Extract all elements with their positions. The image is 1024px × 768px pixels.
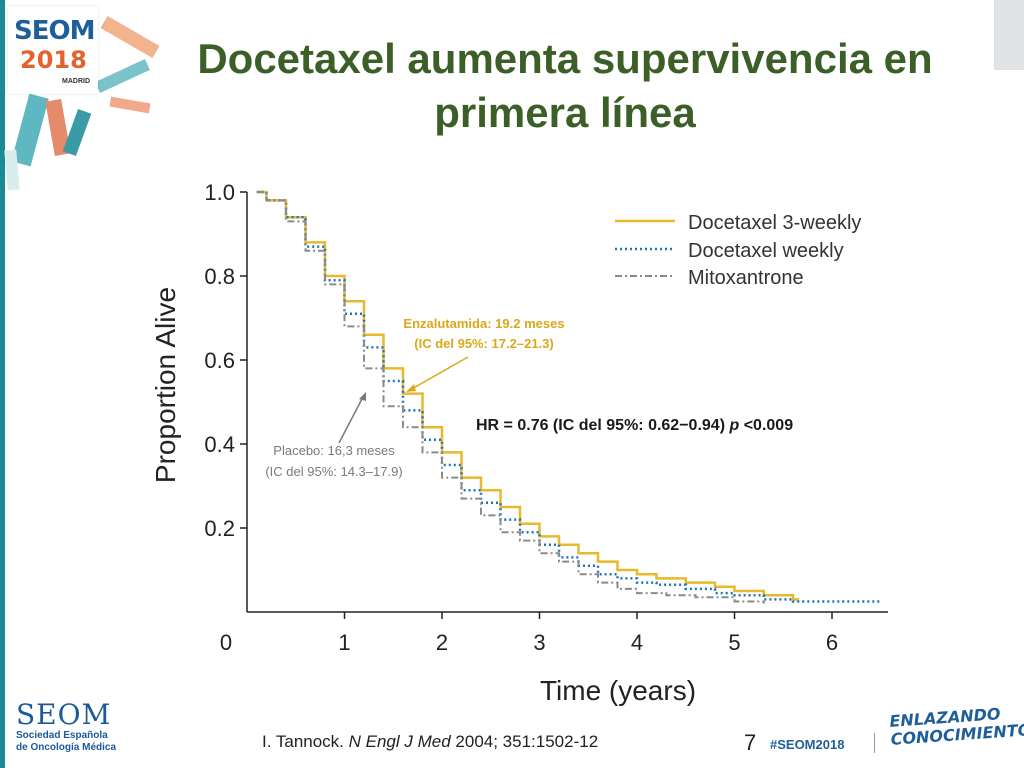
left-accent-bar (0, 0, 5, 768)
footer-divider (874, 733, 875, 753)
placebo-ci-label: (IC del 95%: 14.3–17.9) (265, 464, 402, 479)
legend-label-mitoxantrone: Mitoxantrone (688, 267, 804, 289)
enzalutamida-label: Enzalutamida: 19.2 meses (403, 316, 564, 331)
hashtag: #SEOM2018 (770, 737, 845, 752)
series-line-mitoxantrone (256, 191, 765, 604)
logo-city: MADRID (62, 78, 90, 85)
citation-details: 2004; 351:1502-12 (455, 732, 599, 751)
y-axis-title: Proportion Alive (150, 287, 181, 483)
series-line-docetaxel-3-weekly (256, 190, 800, 602)
x-tick-label: 1 (338, 630, 350, 655)
society-name: SEOM (16, 698, 112, 731)
p-value: <0.009 (744, 417, 793, 434)
y-tick-label: 0.8 (204, 264, 235, 289)
enzalutamida-annotation: Enzalutamida: 19.2 meses (IC del 95%: 17… (403, 316, 565, 392)
y-tick-label: 0.2 (204, 516, 235, 541)
x-axis-title: Time (years) (540, 675, 696, 706)
y-tick-label: 1.0 (204, 180, 235, 205)
enzalutamida-arrowhead (406, 384, 416, 392)
citation: I. Tannock. N Engl J Med 2004; 351:1502-… (262, 732, 598, 752)
placebo-annotation: Placebo: 16,3 meses (IC del 95%: 14.3–17… (265, 392, 403, 479)
society-line-2: de Oncología Médica (16, 742, 117, 753)
seom-2018-logo: SEOM 2018 MADRID (8, 6, 98, 94)
origin-label: 0 (220, 630, 232, 655)
citation-journal: N Engl J Med (348, 732, 451, 751)
placebo-label: Placebo: 16,3 meses (273, 443, 395, 458)
title-line-2: primera línea (434, 89, 696, 136)
corner-tab (994, 0, 1024, 70)
chart-legend: Docetaxel 3-weekly Docetaxel weekly Mito… (615, 212, 861, 289)
legend-label-docetaxel-weekly: Docetaxel weekly (688, 240, 844, 262)
x-tick-label: 4 (631, 630, 643, 655)
x-tick-label: 3 (533, 630, 545, 655)
chart-axes (246, 192, 888, 613)
placebo-arrowhead (359, 392, 366, 401)
legend-label-docetaxel-3-weekly: Docetaxel 3-weekly (688, 212, 861, 234)
logo-year: 2018 (20, 46, 87, 74)
slide-number: 7 (744, 730, 757, 755)
citation-author: I. Tannock. (262, 732, 344, 751)
title-line-1: Docetaxel aumenta supervivencia en (197, 35, 933, 82)
x-tick-label: 6 (826, 630, 838, 655)
x-tick-label: 2 (436, 630, 448, 655)
y-tick-label: 0.6 (204, 348, 235, 373)
hazard-ratio-text: HR = 0.76 (IC del 95%: 0.62−0.94) p <0.0… (476, 417, 793, 434)
slide-title: Docetaxel aumenta supervivencia en prime… (150, 32, 980, 140)
chart-curves (256, 190, 881, 604)
enzalutamida-ci-label: (IC del 95%: 17.2–21.3) (414, 336, 553, 351)
x-tick-label: 5 (728, 630, 740, 655)
enzalutamida-arrow (409, 356, 469, 391)
placebo-arrow (338, 396, 364, 444)
logo-name: SEOM (14, 16, 95, 46)
y-tick-label: 0.4 (204, 432, 235, 457)
series-line-docetaxel-weekly (256, 190, 881, 603)
hazard-ratio-value: HR = 0.76 (IC del 95%: 0.62−0.94) (476, 417, 725, 434)
chart-background (117, 151, 910, 716)
chart-ticks: 0.2 0.4 0.6 0.8 1.0 1 2 3 4 5 6 (204, 180, 838, 655)
society-line-1: Sociedad Española (16, 730, 108, 741)
seom-society-logo: SEOM Sociedad Española de Oncología Médi… (16, 700, 116, 754)
p-symbol: p (728, 417, 739, 434)
